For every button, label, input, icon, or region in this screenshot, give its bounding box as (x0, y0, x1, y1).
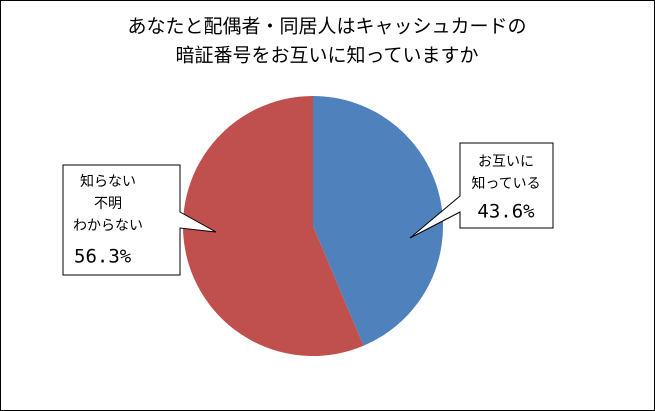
pie-slice (182, 96, 364, 357)
value-label: 56.3% (74, 246, 132, 268)
slice-label: 不明 (94, 196, 122, 212)
callout-box (409, 142, 554, 239)
slice-label: お互いに (478, 154, 534, 170)
chart-title: あなたと配偶者・同居人はキャッシュカードの (127, 16, 526, 38)
value-label: 43.6% (477, 201, 535, 223)
pie-slice (313, 96, 443, 346)
chart-title: 暗証番号をお互いに知っていますか (175, 45, 478, 67)
slice-label: わからない (73, 218, 143, 234)
slice-label: 知っている (471, 175, 540, 192)
callout-box (62, 164, 217, 276)
slice-label: 知らない (80, 173, 136, 190)
